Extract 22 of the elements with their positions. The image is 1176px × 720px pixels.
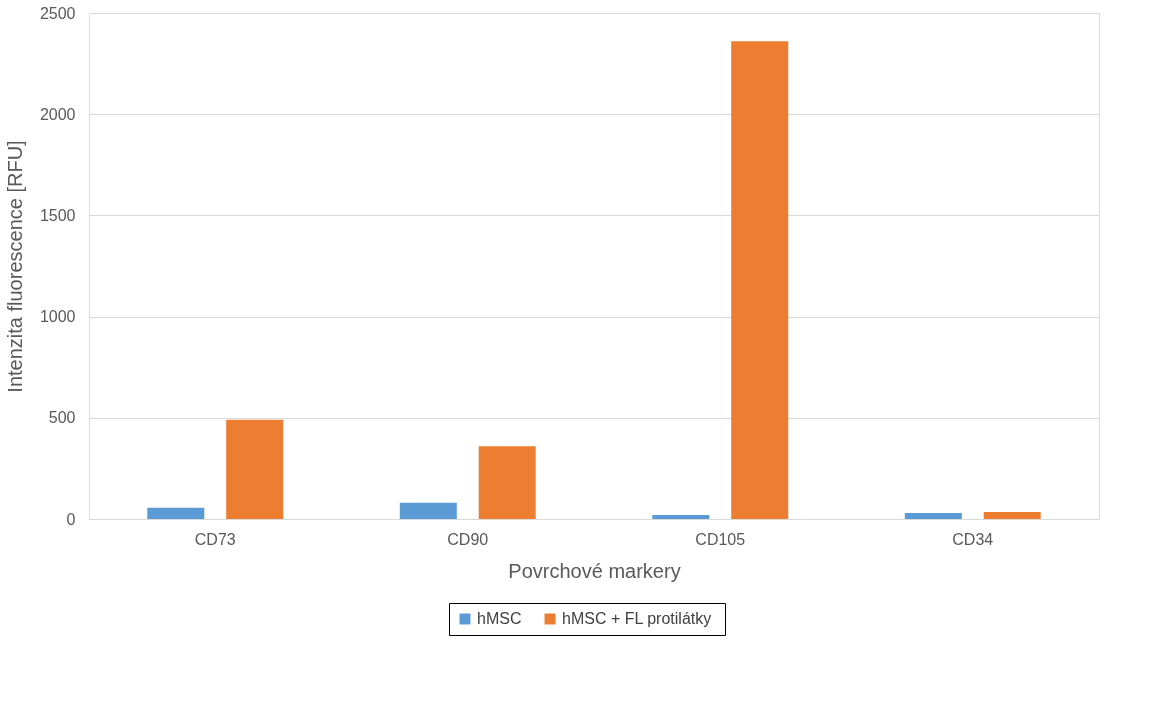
bar bbox=[399, 502, 457, 519]
bar bbox=[731, 41, 789, 519]
y-tick-label: 1500 bbox=[39, 206, 76, 224]
y-tick-label: 2500 bbox=[39, 4, 76, 22]
bar bbox=[147, 507, 205, 519]
x-axis-title: Povrchové markery bbox=[508, 559, 681, 582]
bar bbox=[478, 446, 536, 519]
y-tick-label: 0 bbox=[66, 510, 76, 528]
bar bbox=[983, 511, 1041, 519]
bar bbox=[904, 512, 962, 519]
x-tick-label: CD105 bbox=[695, 530, 746, 548]
legend-label: hMSC + FL protilátky bbox=[562, 610, 712, 627]
legend-label: hMSC bbox=[477, 610, 522, 627]
y-tick-label: 2000 bbox=[39, 105, 76, 123]
x-tick-label: CD73 bbox=[194, 530, 236, 548]
bar bbox=[226, 419, 284, 519]
y-tick-label: 1000 bbox=[39, 308, 76, 326]
x-tick-label: CD90 bbox=[447, 530, 489, 548]
x-tick-label: CD34 bbox=[952, 530, 994, 548]
y-tick-label: 500 bbox=[48, 409, 76, 427]
bar bbox=[652, 514, 710, 519]
y-axis-title: Intenzita fluorescence [RFU] bbox=[3, 140, 26, 393]
